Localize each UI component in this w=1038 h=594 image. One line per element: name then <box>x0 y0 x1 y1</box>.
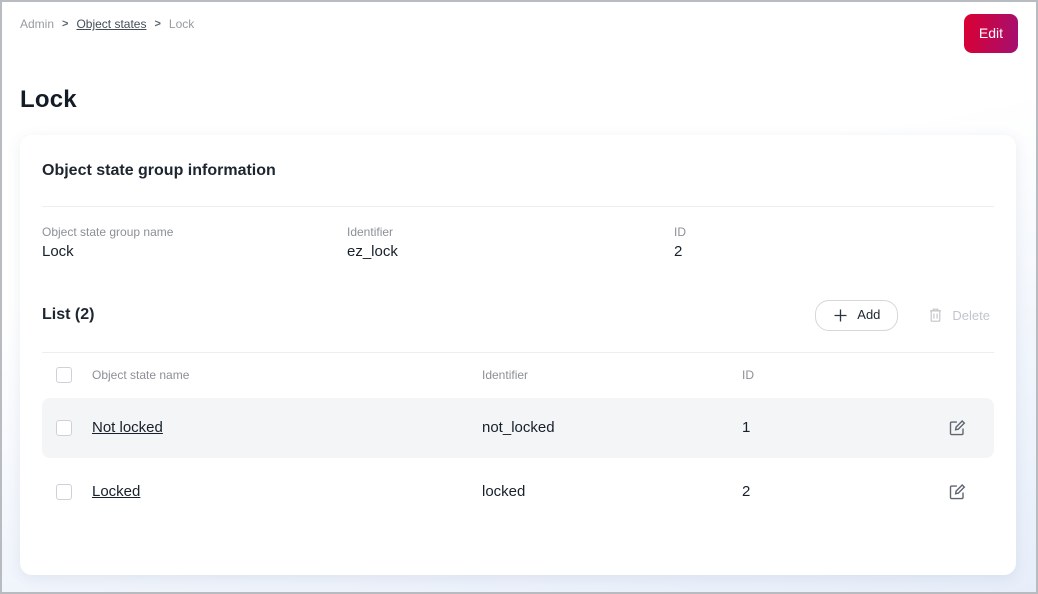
table-header-row: Object state name Identifier ID <box>42 353 994 398</box>
breadcrumb-object-states-link[interactable]: Object states <box>76 17 147 31</box>
list-title: List (2) <box>42 306 95 324</box>
top-bar: Admin > Object states > Lock Edit <box>2 2 1036 53</box>
list-header: List (2) Add <box>42 300 994 331</box>
column-header-name: Object state name <box>92 368 190 383</box>
page-title: Lock <box>20 85 77 113</box>
table-divider <box>42 351 994 353</box>
id-cell: 2 <box>742 483 751 501</box>
field-value: Lock <box>42 243 74 260</box>
field-group-name: Object state group name Lock <box>42 225 347 260</box>
select-all-checkbox[interactable] <box>56 367 72 384</box>
edit-row-button[interactable] <box>947 482 967 502</box>
select-all-cell <box>56 367 92 384</box>
field-label: Object state group name <box>42 225 174 239</box>
add-button-label: Add <box>857 307 881 322</box>
table-row: Locked locked 2 <box>42 462 994 522</box>
breadcrumb-separator: > <box>62 18 69 30</box>
row-actions-cell <box>947 482 994 502</box>
breadcrumb-admin: Admin <box>20 17 55 31</box>
column-header-id: ID <box>742 368 754 383</box>
breadcrumb-current: Lock <box>168 17 195 31</box>
field-id: ID 2 <box>674 225 994 260</box>
breadcrumb-separator: > <box>154 18 161 30</box>
section-divider <box>42 206 994 207</box>
field-label: ID <box>674 225 686 239</box>
row-checkbox-cell <box>56 419 92 436</box>
object-state-name-cell: Locked <box>92 483 482 500</box>
group-info-fields: Object state group name Lock Identifier … <box>42 225 994 260</box>
trash-icon <box>928 307 943 323</box>
row-checkbox[interactable] <box>56 419 72 436</box>
object-state-group-card: Object state group information Object st… <box>20 135 1016 575</box>
field-value: 2 <box>674 243 683 260</box>
edit-row-button[interactable] <box>947 418 967 438</box>
edit-button[interactable]: Edit <box>963 14 1018 53</box>
delete-button-label: Delete <box>952 307 990 323</box>
object-state-link[interactable]: Locked <box>92 483 141 501</box>
plus-icon <box>833 308 848 323</box>
row-checkbox-cell <box>56 483 92 500</box>
edit-pencil-icon <box>947 482 967 502</box>
add-button[interactable]: Add <box>815 300 899 331</box>
table-row: Not locked not_locked 1 <box>42 397 994 458</box>
breadcrumb: Admin > Object states > Lock <box>20 14 194 31</box>
object-state-link[interactable]: Not locked <box>92 419 163 437</box>
delete-button[interactable]: Delete <box>924 301 994 329</box>
identifier-cell: not_locked <box>482 419 555 437</box>
field-value: ez_lock <box>347 243 398 260</box>
object-state-name-cell: Not locked <box>92 419 482 436</box>
group-info-section-title: Object state group information <box>42 162 276 179</box>
list-actions: Add Delete <box>815 300 994 331</box>
field-label: Identifier <box>347 225 394 239</box>
field-identifier: Identifier ez_lock <box>347 225 674 260</box>
column-header-identifier: Identifier <box>482 368 529 383</box>
identifier-cell: locked <box>482 483 526 501</box>
row-actions-cell <box>947 418 994 438</box>
row-checkbox[interactable] <box>56 483 72 500</box>
edit-pencil-icon <box>947 418 967 438</box>
id-cell: 1 <box>742 419 751 437</box>
